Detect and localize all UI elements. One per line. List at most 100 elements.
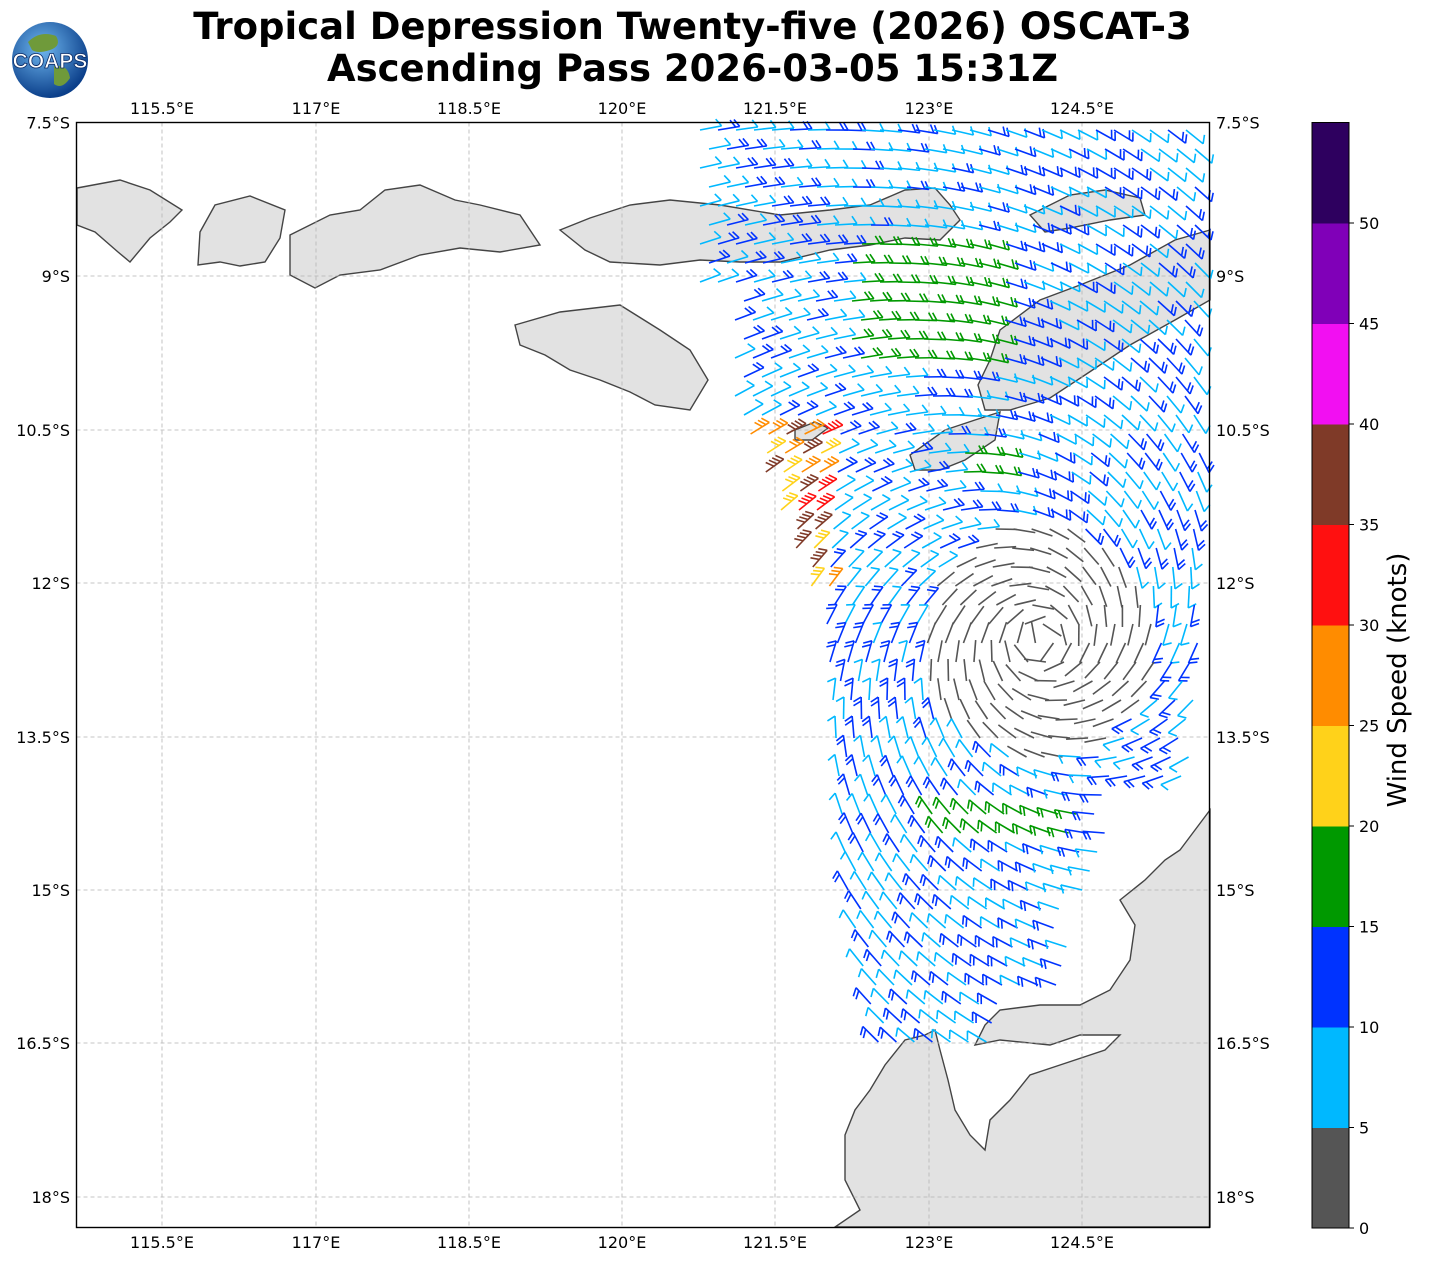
- wind-barb: [1094, 756, 1117, 769]
- flores-island: [558, 187, 961, 266]
- wind-barb: [1059, 281, 1081, 293]
- wind-barb: [890, 814, 908, 834]
- wind-barb: [867, 530, 886, 549]
- wind-barb: [1118, 566, 1128, 588]
- wind-barb: [915, 124, 939, 135]
- lombok-island: [197, 195, 286, 267]
- wind-barb: [1149, 167, 1170, 182]
- wind-barb: [1058, 319, 1080, 331]
- wind-barb: [994, 545, 1017, 549]
- wind-barb: [996, 259, 1019, 270]
- wind-barb: [874, 852, 893, 872]
- wind-barb: [853, 696, 863, 720]
- wind-barb: [1109, 623, 1116, 646]
- wind-barb: [838, 909, 857, 929]
- wind-barb: [1024, 658, 1047, 663]
- wind-barb: [1107, 471, 1127, 489]
- wind-barb: [779, 399, 801, 416]
- wind-barb: [1074, 848, 1098, 858]
- wind-barb: [987, 954, 1008, 967]
- wind-barb: [1130, 357, 1151, 373]
- wind-barb: [1087, 490, 1108, 507]
- wind-barb: [1184, 357, 1203, 376]
- wind-barb: [1032, 919, 1054, 931]
- wind-barb: [863, 948, 882, 967]
- wind-barb: [1068, 774, 1092, 784]
- wind-barb: [962, 857, 983, 872]
- wind-barb: [959, 818, 980, 834]
- wind-barb: [1086, 509, 1106, 526]
- wind-barb: [1140, 737, 1161, 754]
- wind-barb: [972, 740, 992, 758]
- wind-barb: [1166, 395, 1185, 414]
- wind-barb: [929, 658, 933, 682]
- wind-barb: [1098, 585, 1108, 608]
- wind-barb: [999, 466, 1023, 477]
- wind-barb: [1122, 224, 1143, 239]
- wind-barb: [870, 735, 884, 758]
- wind-barb: [699, 155, 723, 169]
- wind-barb: [1068, 509, 1089, 524]
- wind-barb: [1169, 642, 1181, 664]
- wind-barb: [851, 290, 875, 302]
- wind-barb: [864, 832, 882, 853]
- wind-barb: [1077, 167, 1099, 179]
- wind-barb: [912, 423, 935, 435]
- wind-barb: [962, 914, 983, 929]
- wind-barb: [996, 146, 1019, 157]
- wind-barb: [1113, 129, 1134, 143]
- wind-barb: [1056, 433, 1077, 445]
- wind-barb: [1007, 879, 1029, 892]
- lat-tick-label: 15°S: [1216, 881, 1255, 900]
- wind-barb: [781, 473, 801, 492]
- wind-barb: [870, 696, 881, 720]
- wind-barb: [948, 1029, 969, 1043]
- wind-barb: [1086, 224, 1107, 237]
- wind-barb: [1136, 566, 1150, 589]
- wind-barb: [861, 715, 873, 739]
- wind-barb: [1155, 547, 1169, 570]
- wind-barb: [752, 380, 774, 397]
- wind-barb: [916, 604, 929, 625]
- wind-barb: [872, 813, 890, 834]
- wind-barb: [726, 175, 750, 188]
- wind-barb: [884, 548, 902, 568]
- wind-barb: [827, 753, 840, 777]
- lat-tick-label: 9°S: [1216, 267, 1244, 286]
- wind-barb: [1027, 585, 1050, 591]
- wind-barb: [1127, 623, 1134, 646]
- wind-barb: [852, 253, 876, 264]
- wind-barb: [1139, 300, 1160, 316]
- wind-barb: [968, 679, 978, 701]
- colorbar-tick-label: 35: [1359, 516, 1379, 535]
- wind-barb: [942, 816, 962, 834]
- wind-barb: [1094, 357, 1115, 371]
- wind-barb: [896, 348, 920, 359]
- wind-barb: [905, 367, 929, 378]
- wind-barb: [1076, 395, 1097, 409]
- wind-barb: [977, 819, 998, 834]
- wind-barb: [942, 257, 966, 268]
- coaps-logo: COAPS: [12, 22, 88, 98]
- wind-barb: [1068, 262, 1090, 274]
- wind-barb: [861, 640, 873, 663]
- colorbar: 0 5 10 15 20 25 30 35 40 45 50: [1311, 122, 1379, 1238]
- wind-barb: [851, 365, 875, 378]
- wind-barb: [939, 533, 961, 549]
- wind-barb: [1004, 955, 1026, 967]
- wind-barb: [814, 510, 833, 530]
- wind-barb: [750, 417, 770, 435]
- wind-barb: [987, 165, 1010, 176]
- wind-barb: [1151, 642, 1164, 664]
- wind-barb: [997, 859, 1019, 872]
- wind-barb: [1048, 734, 1071, 739]
- wind-barb: [735, 156, 759, 169]
- lat-tick-label: 16.5°S: [1216, 1034, 1270, 1053]
- wind-barb: [699, 118, 723, 131]
- wind-barb: [1064, 661, 1083, 677]
- wind-barb: [753, 231, 777, 245]
- wind-barb: [1113, 281, 1134, 296]
- wind-barb: [949, 894, 970, 910]
- wind-barb: [1177, 661, 1191, 682]
- lat-tick-label: 13.5°S: [16, 728, 70, 747]
